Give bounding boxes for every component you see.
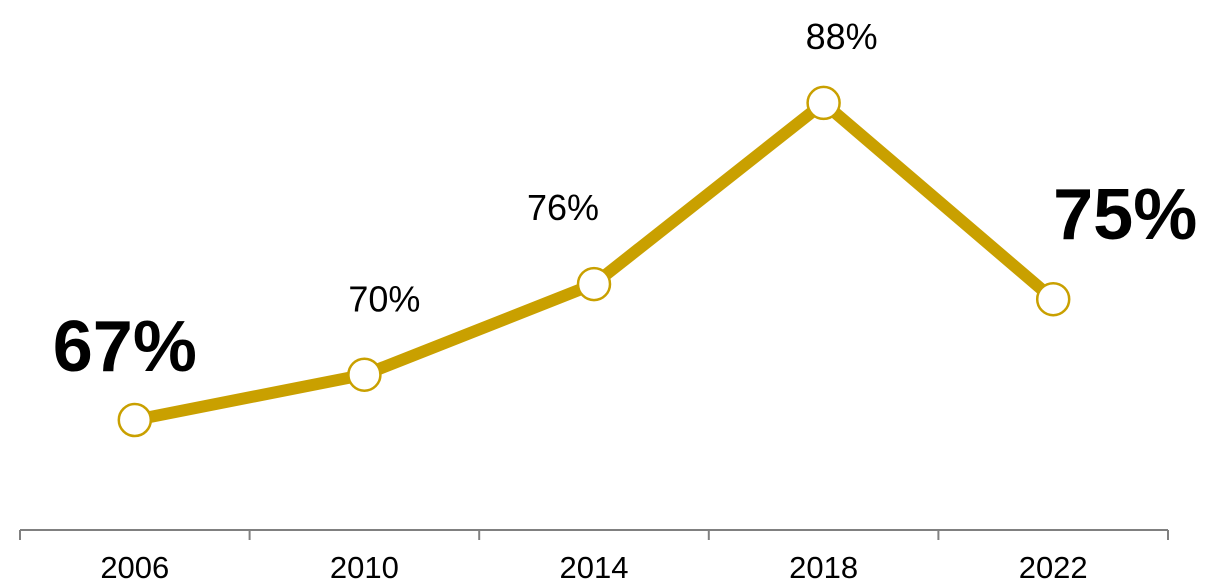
data-label: 88% xyxy=(806,16,878,57)
data-point-marker xyxy=(347,357,382,392)
series-line xyxy=(128,96,1060,426)
x-axis-tick-labels: 2006 2010 2014 2018 2022 xyxy=(100,550,1087,585)
data-point-marker xyxy=(806,85,841,121)
x-tick-label: 2010 xyxy=(330,550,399,585)
x-tick-label: 2022 xyxy=(1019,550,1088,585)
x-tick-label: 2006 xyxy=(100,550,169,585)
data-label: 67% xyxy=(53,307,197,387)
x-tick-label: 2014 xyxy=(560,550,629,585)
data-point-marker xyxy=(117,402,153,438)
data-labels: 67% 70% 76% 88% 75% xyxy=(53,16,1198,387)
data-point-marker xyxy=(1035,281,1071,317)
data-label: 75% xyxy=(1053,175,1197,255)
data-label: 70% xyxy=(348,279,420,320)
data-label: 76% xyxy=(527,187,599,228)
series-markers xyxy=(117,85,1071,438)
x-axis-ticks xyxy=(19,530,1169,540)
x-tick-label: 2018 xyxy=(789,550,858,585)
data-point-marker xyxy=(576,266,612,302)
